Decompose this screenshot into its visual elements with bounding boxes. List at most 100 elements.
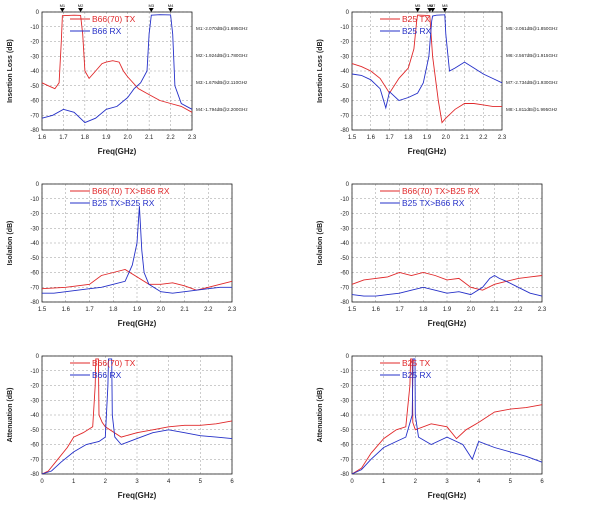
legend-label: B25 RX xyxy=(402,370,432,380)
chart-isolation-b25: 1.5 1.6 1.7 1.8 1.9 2.0 2.1 2.2 2.3 0 -10 -20 -30 -40… xyxy=(310,172,600,342)
chart-svg: 1.5 1.6 1.7 1.8 1.9 2.0 2.1 2.2 2.3 0 -10 -20 -30 -40… xyxy=(317,182,547,328)
y-tick-label: 0 xyxy=(36,10,40,16)
x-tick-label: 1.5 xyxy=(348,135,357,141)
legend-label: B25 TX>B25 RX xyxy=(92,198,155,208)
x-tick-label: 1.7 xyxy=(395,307,404,313)
legend-label: B66(70) TX xyxy=(92,14,136,24)
x-tick-label: 1.7 xyxy=(385,135,394,141)
x-tick-label: 1.8 xyxy=(81,135,90,141)
x-tick-label: 1.8 xyxy=(404,135,413,141)
legend-label: B25 TX xyxy=(402,358,431,368)
marker-triangle xyxy=(148,8,154,12)
x-tick-label: 1.8 xyxy=(109,307,118,313)
chart-svg: 1.5 1.6 1.7 1.8 1.9 2.0 2.1 2.2 2.3 0 -10 -20 -30 -40… xyxy=(7,182,237,328)
y-tick-label: -80 xyxy=(30,300,39,306)
marker-label: M3 xyxy=(149,3,155,8)
marker-label: M8 xyxy=(442,3,448,8)
plot-frame xyxy=(41,183,233,303)
series-line xyxy=(41,14,193,113)
y-tick-label: -50 xyxy=(30,256,39,262)
y-tick-label: -80 xyxy=(30,472,39,478)
y-tick-label: -70 xyxy=(30,113,39,119)
x-tick-label: 1.5 xyxy=(38,307,47,313)
x-tick-label: 2.2 xyxy=(514,307,523,313)
y-axis-label: Insertion Loss (dB) xyxy=(7,39,14,103)
y-tick-label: -80 xyxy=(340,128,349,134)
y-tick-label: -60 xyxy=(30,271,39,277)
chart-svg: 0 1 2 3 4 5 6 0 -10 -20 -30 -40 -50 -60 -70 -80 B25 TX B2… xyxy=(317,354,544,500)
marker-label: M2 xyxy=(78,3,84,8)
x-tick-label: 0 xyxy=(350,479,354,485)
y-tick-label: -80 xyxy=(30,128,39,134)
y-tick-label: 0 xyxy=(346,182,350,188)
chart-svg: 1.5 1.6 1.7 1.8 1.9 2.0 2.1 2.2 2.3 0 -10 -20 -30 -40… xyxy=(317,3,558,156)
y-tick-label: -10 xyxy=(30,369,39,375)
marker-label: M6 xyxy=(427,3,433,8)
y-tick-label: -70 xyxy=(340,457,349,463)
x-tick-label: 2 xyxy=(414,479,418,485)
y-axis-label: Insertion Loss (dB) xyxy=(317,39,324,103)
x-tick-label: 2.1 xyxy=(145,135,154,141)
x-tick-label: 4 xyxy=(167,479,171,485)
x-tick-label: 1.9 xyxy=(102,135,111,141)
marker-readout: M7:-2.734dB@1.930GHz xyxy=(506,80,558,85)
legend-label: B66 RX xyxy=(92,370,122,380)
y-tick-label: -80 xyxy=(340,300,349,306)
y-tick-label: -40 xyxy=(340,241,349,247)
x-tick-label: 1.6 xyxy=(62,307,71,313)
y-tick-label: -10 xyxy=(340,197,349,203)
series-line xyxy=(351,272,543,291)
legend-label: B66(70) TX>B25 RX xyxy=(402,186,480,196)
marker-triangle xyxy=(430,8,436,12)
y-tick-label: -20 xyxy=(30,384,39,390)
y-axis-label: Isolation (dB) xyxy=(317,221,324,266)
marker-readout: M1:-2.070dB@1.695GHz xyxy=(196,26,248,31)
marker-triangle xyxy=(59,8,65,12)
series-line xyxy=(351,274,543,297)
y-tick-label: -50 xyxy=(340,428,349,434)
y-axis-label: Attenuation (dB) xyxy=(7,388,14,443)
y-tick-label: -80 xyxy=(340,472,349,478)
x-axis-label: Freq(GHz) xyxy=(428,491,467,500)
x-tick-label: 1 xyxy=(72,479,76,485)
series-line xyxy=(41,358,233,475)
marker-readout: M5:-2.061dB@1.850GHz xyxy=(506,26,558,31)
y-tick-label: 0 xyxy=(346,354,350,360)
x-tick-label: 1.8 xyxy=(419,307,428,313)
x-tick-label: 2.0 xyxy=(124,135,133,141)
legend-label: B25 RX xyxy=(402,26,432,36)
legend-label: B66 RX xyxy=(92,26,122,36)
x-tick-label: 2.1 xyxy=(460,135,469,141)
x-tick-label: 3 xyxy=(445,479,449,485)
series-line xyxy=(42,206,232,294)
chart-svg: 1.6 1.7 1.8 1.9 2.0 2.1 2.2 2.3 0 -10 -20 -30 -40 -50… xyxy=(7,3,248,156)
x-tick-label: 2.3 xyxy=(188,135,197,141)
x-tick-label: 2.0 xyxy=(157,307,166,313)
plot-frame xyxy=(41,355,233,475)
y-tick-label: -30 xyxy=(30,398,39,404)
y-tick-label: -50 xyxy=(30,84,39,90)
y-tick-label: -40 xyxy=(30,69,39,75)
y-tick-label: -30 xyxy=(30,226,39,232)
y-tick-label: -60 xyxy=(340,99,349,105)
x-axis-label: Freq(GHz) xyxy=(408,147,447,156)
x-tick-label: 1.6 xyxy=(38,135,47,141)
x-tick-label: 6 xyxy=(540,479,544,485)
y-tick-label: -20 xyxy=(340,212,349,218)
y-tick-label: -40 xyxy=(340,69,349,75)
marker-triangle xyxy=(442,8,448,12)
x-axis-label: Freq(GHz) xyxy=(118,319,157,328)
x-tick-label: 1.6 xyxy=(372,307,381,313)
y-tick-label: -10 xyxy=(340,25,349,31)
y-tick-label: -30 xyxy=(340,398,349,404)
x-tick-label: 2.2 xyxy=(166,135,175,141)
y-tick-label: -10 xyxy=(30,197,39,203)
y-axis-label: Attenuation (dB) xyxy=(317,388,324,443)
x-axis-label: Freq(GHz) xyxy=(98,147,137,156)
y-tick-label: -50 xyxy=(340,256,349,262)
x-tick-label: 2.2 xyxy=(479,135,488,141)
plot-frame xyxy=(41,11,193,131)
x-tick-label: 1.9 xyxy=(423,135,432,141)
marker-label: M1 xyxy=(60,3,66,8)
x-axis-label: Freq(GHz) xyxy=(428,319,467,328)
